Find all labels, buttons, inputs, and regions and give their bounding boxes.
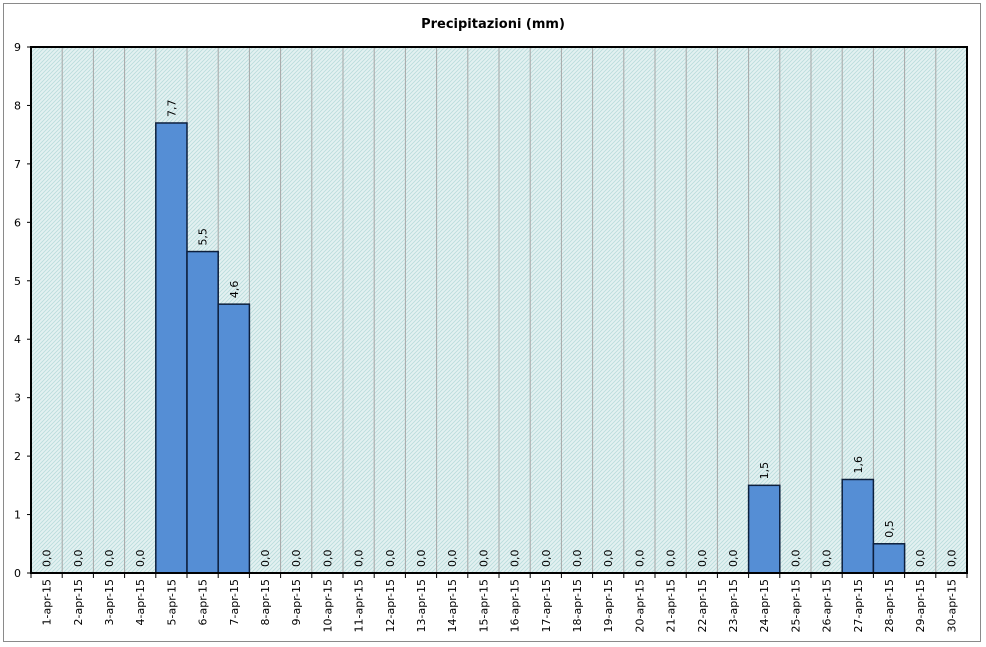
y-axis: 0 1 2 3 4 5 6 7 8 9 bbox=[14, 41, 31, 580]
data-label: 0,0 bbox=[509, 550, 522, 568]
y-tick-label: 7 bbox=[14, 158, 21, 171]
data-label: 0,0 bbox=[290, 550, 303, 568]
data-label: 0,0 bbox=[259, 550, 272, 568]
y-tick-label: 3 bbox=[14, 392, 21, 405]
x-tick-label: 29-apr-15 bbox=[914, 579, 927, 632]
y-tick-label: 6 bbox=[14, 216, 21, 229]
x-tick-label: 28-apr-15 bbox=[883, 579, 896, 632]
x-tick-label: 17-apr-15 bbox=[540, 579, 553, 632]
x-tick-label: 7-apr-15 bbox=[228, 579, 241, 625]
data-label: 0,0 bbox=[945, 550, 958, 568]
data-label: 1,5 bbox=[758, 462, 771, 480]
x-tick-label: 15-apr-15 bbox=[477, 579, 490, 632]
x-tick-label: 22-apr-15 bbox=[696, 579, 709, 632]
data-label: 0,5 bbox=[883, 520, 896, 538]
x-axis: 1-apr-15 2-apr-15 3-apr-15 4-apr-15 5-apr-15… bbox=[30, 573, 968, 632]
data-label: 0,0 bbox=[602, 550, 615, 568]
chart-title: Precipitazioni (mm) bbox=[421, 17, 565, 32]
data-label: 0,0 bbox=[353, 550, 366, 568]
x-tick-label: 21-apr-15 bbox=[665, 579, 678, 632]
data-label: 0,0 bbox=[477, 550, 490, 568]
y-tick-label: 8 bbox=[14, 99, 21, 112]
data-label: 0,0 bbox=[446, 550, 459, 568]
data-label: 0,0 bbox=[914, 550, 927, 568]
x-tick-label: 9-apr-15 bbox=[290, 579, 303, 625]
x-tick-label: 4-apr-15 bbox=[134, 579, 147, 625]
x-tick-label: 14-apr-15 bbox=[446, 579, 459, 632]
y-tick-label: 0 bbox=[14, 567, 21, 580]
y-tick-label: 1 bbox=[14, 509, 21, 522]
x-tick-label: 11-apr-15 bbox=[353, 579, 366, 632]
x-tick-label: 19-apr-15 bbox=[602, 579, 615, 632]
data-label: 0,0 bbox=[321, 550, 334, 568]
data-label: 4,6 bbox=[228, 281, 241, 299]
data-label: 0,0 bbox=[727, 550, 740, 568]
data-label: 0,0 bbox=[134, 550, 147, 568]
data-label: 0,0 bbox=[72, 550, 85, 568]
x-tick-label: 2-apr-15 bbox=[72, 579, 85, 625]
data-labels: 0,0 0,0 0,0 0,0 7,7 5,5 4,6 0,0 0,0 0,0 0,0 0,0 0,0 0… bbox=[41, 99, 959, 567]
bar bbox=[217, 303, 251, 574]
bar bbox=[747, 484, 781, 574]
x-tick-label: 5-apr-15 bbox=[165, 579, 178, 625]
x-tick-label: 25-apr-15 bbox=[789, 579, 802, 632]
data-label: 0,0 bbox=[103, 550, 116, 568]
x-tick-label: 3-apr-15 bbox=[103, 579, 116, 625]
y-tick-label: 9 bbox=[14, 41, 21, 54]
data-label: 0,0 bbox=[665, 550, 678, 568]
data-label: 0,0 bbox=[571, 550, 584, 568]
x-tick-label: 13-apr-15 bbox=[415, 579, 428, 632]
x-tick-label: 20-apr-15 bbox=[633, 579, 646, 632]
data-label: 0,0 bbox=[789, 550, 802, 568]
x-tick-label: 16-apr-15 bbox=[509, 579, 522, 632]
data-label: 7,7 bbox=[165, 99, 178, 117]
data-label: 0,0 bbox=[415, 550, 428, 568]
x-tick-label: 30-apr-15 bbox=[945, 579, 958, 632]
data-label: 0,0 bbox=[384, 550, 397, 568]
bar bbox=[186, 250, 219, 574]
x-tick-label: 27-apr-15 bbox=[852, 579, 865, 632]
bar bbox=[872, 543, 906, 574]
data-label: 0,0 bbox=[633, 550, 646, 568]
bar bbox=[841, 478, 875, 574]
x-tick-label: 24-apr-15 bbox=[758, 579, 771, 632]
x-tick-label: 26-apr-15 bbox=[821, 579, 834, 632]
data-label: 0,0 bbox=[696, 550, 709, 568]
bar bbox=[155, 122, 188, 574]
x-tick-label: 8-apr-15 bbox=[259, 579, 272, 625]
x-tick-label: 6-apr-15 bbox=[197, 579, 210, 625]
x-tick-label: 10-apr-15 bbox=[321, 579, 334, 632]
y-tick-label: 4 bbox=[14, 333, 21, 346]
data-label: 0,0 bbox=[821, 550, 834, 568]
x-tick-label: 12-apr-15 bbox=[384, 579, 397, 632]
x-tick-label: 23-apr-15 bbox=[727, 579, 740, 632]
y-tick-label: 5 bbox=[14, 275, 21, 288]
data-label: 5,5 bbox=[197, 228, 210, 246]
data-label: 1,6 bbox=[852, 456, 865, 474]
bar-series bbox=[155, 122, 906, 574]
data-label: 0,0 bbox=[41, 550, 54, 568]
x-tick-label: 18-apr-15 bbox=[571, 579, 584, 632]
x-tick-label: 1-apr-15 bbox=[41, 579, 54, 625]
data-label: 0,0 bbox=[540, 550, 553, 568]
y-tick-label: 2 bbox=[14, 450, 21, 463]
